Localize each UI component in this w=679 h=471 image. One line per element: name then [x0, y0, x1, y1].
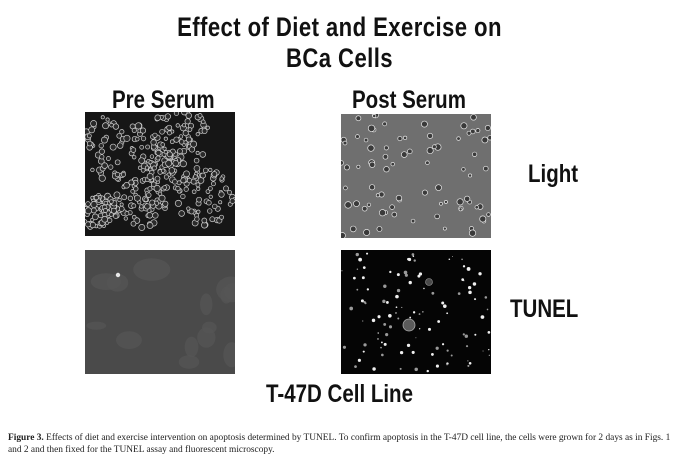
- panel-pre-serum-tunel: [85, 250, 235, 374]
- caption-text: Effects of diet and exercise interventio…: [8, 433, 671, 455]
- pre-serum-light-micrograph: [85, 112, 235, 236]
- row-label-light: Light: [528, 160, 579, 188]
- column-header-post-serum: Post Serum: [352, 86, 466, 114]
- panel-pre-serum-light: [85, 112, 235, 236]
- figure-caption: Figure 3. Effects of diet and exercise i…: [8, 432, 676, 456]
- caption-label: Figure 3.: [8, 433, 44, 443]
- row-label-tunel: TUNEL: [510, 295, 579, 323]
- post-serum-light-micrograph: [341, 114, 491, 238]
- panel-post-serum-tunel: [341, 250, 491, 374]
- pre-serum-tunel-micrograph: [85, 250, 235, 374]
- column-header-pre-serum: Pre Serum: [112, 86, 215, 114]
- cell-line-label: T-47D Cell Line: [266, 380, 413, 408]
- post-serum-tunel-micrograph: [341, 250, 491, 374]
- figure-title-line1: Effect of Diet and Exercise on: [177, 12, 502, 42]
- panel-post-serum-light: [341, 114, 491, 238]
- figure-title-line2: BCa Cells: [285, 43, 394, 73]
- figure-title: Effect of Diet and Exercise on BCa Cells: [61, 12, 618, 74]
